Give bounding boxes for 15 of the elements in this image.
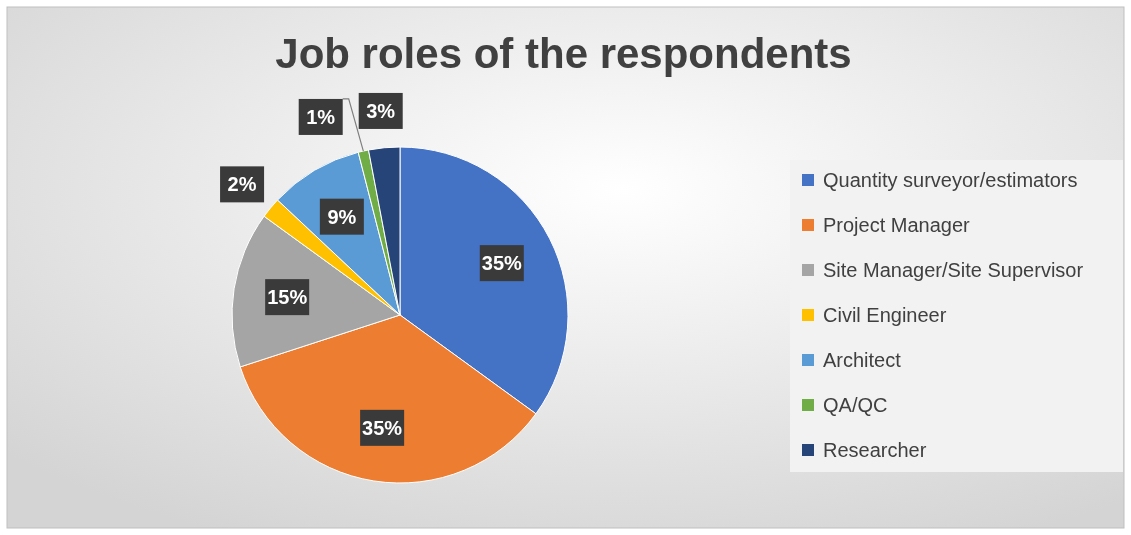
data-label: 2% <box>227 173 257 196</box>
data-label: 9% <box>327 205 357 228</box>
data-label: 35% <box>481 252 523 275</box>
legend-label: Civil Engineer <box>823 304 947 326</box>
legend-label: Project Manager <box>823 214 971 236</box>
data-label: 35% <box>362 416 403 439</box>
legend-label: Quantity surveyor/estimators <box>823 169 1078 191</box>
legend-label: Architect <box>823 349 902 371</box>
data-label: 1% <box>306 105 336 128</box>
chart-title: Job roles of the respondents <box>275 30 852 77</box>
data-label: 15% <box>267 286 308 309</box>
legend-label: QA/QC <box>823 394 888 416</box>
data-label: 3% <box>366 99 396 122</box>
legend-label: Researcher <box>823 439 927 461</box>
legend-label: Site Manager/Site Supervisor <box>823 259 1084 281</box>
